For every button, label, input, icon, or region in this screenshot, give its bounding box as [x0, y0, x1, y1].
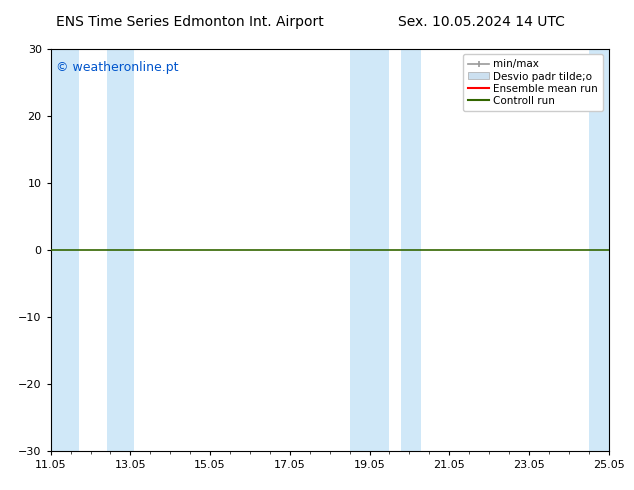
Bar	[107, 49, 134, 451]
Bar	[349, 49, 389, 451]
Text: © weatheronline.pt: © weatheronline.pt	[56, 61, 179, 74]
Legend: min/max, Desvio padr tilde;o, Ensemble mean run, Controll run: min/max, Desvio padr tilde;o, Ensemble m…	[463, 54, 604, 111]
Bar	[401, 49, 422, 451]
Bar	[589, 49, 609, 451]
Bar	[51, 49, 79, 451]
Text: Sex. 10.05.2024 14 UTC: Sex. 10.05.2024 14 UTC	[398, 15, 566, 29]
Text: ENS Time Series Edmonton Int. Airport: ENS Time Series Edmonton Int. Airport	[56, 15, 324, 29]
